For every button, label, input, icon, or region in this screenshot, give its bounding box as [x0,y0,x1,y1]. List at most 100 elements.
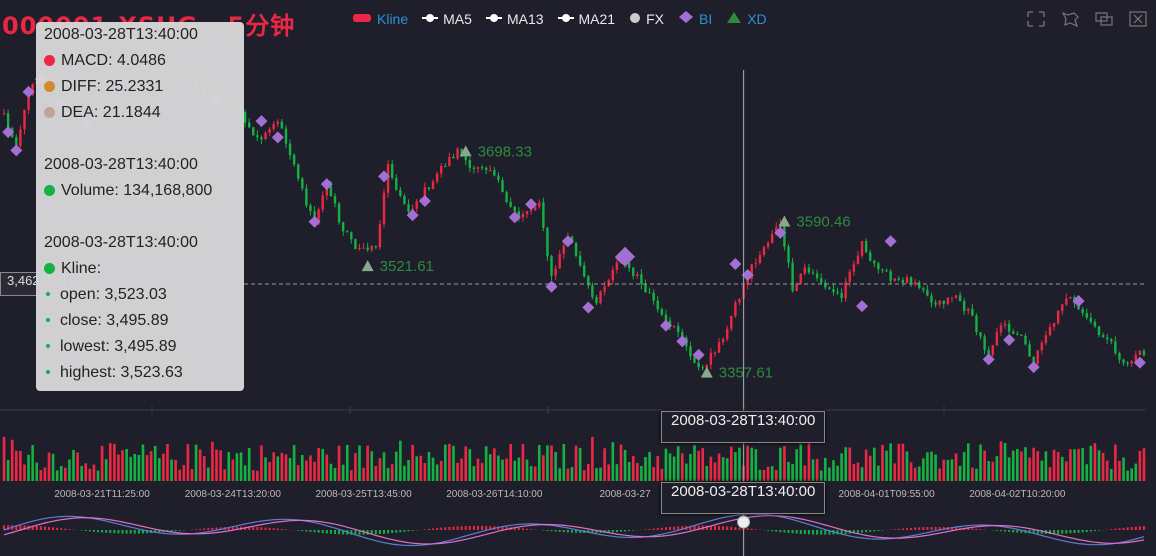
volume-bar [403,465,406,481]
volume-bar [627,461,631,481]
candle-body [562,245,565,254]
volume-bar [321,448,325,481]
volume-bar [215,449,218,481]
macd-bar [460,526,463,530]
candle-body [615,262,619,270]
volume-bar [452,445,455,481]
macd-bar [481,525,484,530]
candle-body [954,295,958,298]
volume-bar [354,453,357,481]
volume-bar [725,458,729,481]
volume-bar [378,458,382,481]
candle-body [505,192,508,202]
save-icon[interactable] [1128,10,1148,28]
macd-bar [999,530,1002,532]
dea-line [3,515,1145,545]
macd-bar [309,530,312,532]
candle-body [873,260,876,264]
macd-bar [1069,530,1072,534]
macd-bar [905,528,908,530]
volume-bar [636,462,639,481]
candle-body [1085,313,1088,318]
macd-bar [812,530,815,535]
candle-body [766,242,770,248]
volume-bar [554,452,557,481]
candle-body [31,84,34,95]
legend-item-kline[interactable]: Kline [352,10,408,27]
volume-bar [256,470,259,481]
bi-marker [1003,333,1016,346]
candle-body [709,352,713,365]
xd-label: 3590.46 [796,213,850,230]
candle-body [574,242,578,256]
candle-body [644,284,647,293]
candle-body [272,123,275,129]
candle-body [672,326,676,328]
xd-marker [361,260,374,272]
volume-bar [807,439,811,481]
bi-marker [545,280,558,293]
volume-bar [864,449,868,481]
tooltip-kline-time: 2008-03-28T13:40:00 [44,234,198,251]
volume-bar [1020,451,1023,481]
volume-bar [219,450,222,481]
macd-bar [1065,530,1068,534]
macd-bar [448,526,451,530]
macd-bar [771,530,774,532]
candle-body [468,160,472,168]
volume-bar [288,458,292,481]
volume-bar [317,447,320,481]
legend-item-ma5[interactable]: MA5 [422,10,472,27]
macd-bar [1016,530,1019,533]
candle-body [983,336,986,350]
legend-item-bi[interactable]: BI [678,10,712,27]
candle-body [448,156,451,167]
candle-body [1020,334,1023,336]
xd-label: 3357.61 [719,365,773,382]
legend-item-ma13[interactable]: MA13 [485,10,544,27]
toolbox [1026,10,1148,28]
volume-bar [382,452,386,481]
candle-body [885,270,888,272]
macd-bar [1040,530,1043,534]
volume-bar [394,451,398,481]
candle-body [1007,323,1011,332]
candle-body [987,349,990,356]
legend-item-xd[interactable]: XD [726,10,767,27]
candle-body [717,341,721,353]
candle-body [288,143,292,156]
candle-body [346,231,349,233]
macd-bar [268,527,271,530]
macd-bar [436,528,439,530]
volume-bar [889,443,892,481]
macd-bar [628,530,631,532]
volume-bar [685,463,688,481]
candle-body [815,273,819,279]
legend-item-ma21[interactable]: MA21 [557,10,615,27]
legend-circle-icon [629,11,641,27]
candle-body [844,282,847,299]
restore-icon[interactable] [1094,10,1114,28]
legend-item-fx[interactable]: FX [629,10,664,27]
volume-bar [550,445,553,481]
macd-bar [1114,528,1117,530]
zoom-icon[interactable] [1026,10,1046,28]
dea-marker-icon [44,107,55,118]
candle-body [1012,331,1015,334]
volume-bar [1065,461,1068,481]
macd-bar [411,530,414,531]
candle-body [440,166,443,174]
volume-bar [1081,447,1084,481]
macd-bar [215,527,218,530]
candle-body [370,246,373,250]
macd-bar [105,530,108,533]
macd-bar [526,528,529,530]
candle-body [583,265,586,277]
volume-bar [484,446,488,481]
zoom-reset-icon[interactable] [1060,10,1080,28]
volume-bar [149,451,153,481]
volume-bar [901,443,905,481]
volume-bar [239,452,243,481]
volume-bar [930,451,933,481]
macd-bar [272,528,275,530]
